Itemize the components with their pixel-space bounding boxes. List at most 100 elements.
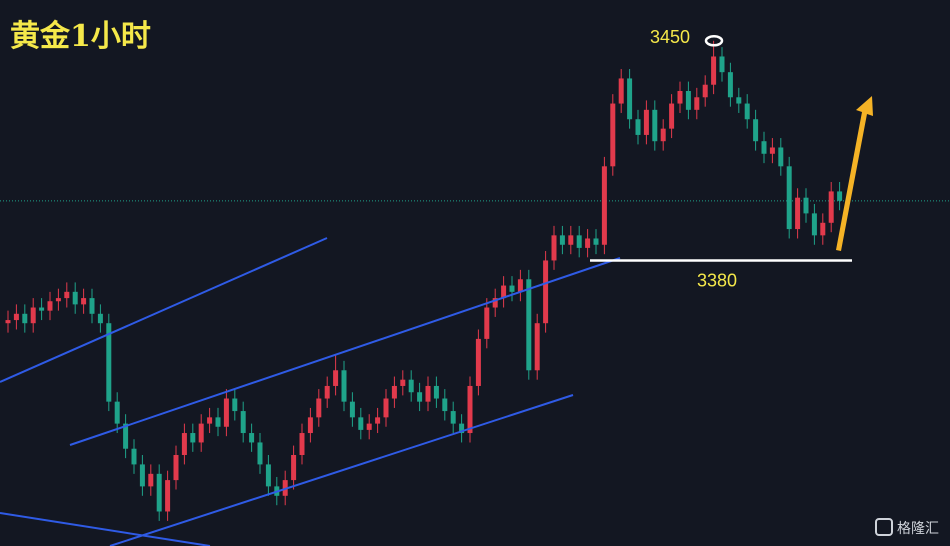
candle-body — [484, 307, 490, 339]
candle-body — [190, 433, 196, 443]
candle-body — [635, 119, 641, 135]
candle-body — [585, 238, 591, 248]
candle-body — [459, 423, 465, 434]
candles — [0, 40, 950, 521]
support-label: 3380 — [697, 270, 737, 290]
candle-body — [148, 473, 154, 487]
candle-body — [475, 338, 481, 386]
trend-line — [69, 257, 621, 446]
candle-body — [324, 385, 330, 399]
candle-body — [131, 448, 137, 465]
candle-body — [828, 191, 834, 223]
candle-body — [417, 392, 423, 402]
candle-body — [139, 464, 145, 487]
trend-lines — [0, 237, 621, 546]
candle-body — [30, 307, 36, 324]
candle-body — [526, 279, 532, 371]
candle-body — [568, 235, 574, 245]
candle-body — [753, 119, 759, 142]
peak-label: 3450 — [650, 27, 690, 47]
candle-body — [249, 433, 255, 443]
candle-body — [240, 411, 246, 434]
candle-body — [778, 147, 784, 167]
candle-body — [358, 417, 364, 430]
candle-body — [5, 320, 11, 324]
candle-body — [425, 385, 431, 402]
candle-body — [13, 313, 19, 321]
trend-line — [0, 512, 211, 546]
candle-body — [534, 323, 540, 371]
candle-body — [156, 473, 162, 512]
candle-body — [106, 323, 112, 402]
trend-line — [109, 394, 574, 546]
candle-body — [610, 103, 616, 167]
candle-body — [736, 97, 742, 104]
candle-body — [55, 298, 61, 302]
candle-body — [223, 398, 229, 427]
logo — [875, 518, 893, 536]
candle-body — [366, 423, 372, 430]
candle-body — [232, 398, 238, 412]
candle-body — [543, 260, 549, 324]
candle-body — [89, 298, 95, 314]
candle-body — [400, 379, 406, 386]
candle-body — [450, 411, 456, 424]
candle-body — [39, 307, 45, 311]
candle-body — [601, 166, 607, 245]
candle-body — [669, 103, 675, 129]
candle-body — [761, 141, 767, 154]
candle-body — [501, 285, 507, 299]
candle-body — [593, 238, 599, 245]
candle-body — [694, 97, 700, 110]
candle-body — [391, 385, 397, 399]
candle-body — [727, 72, 733, 98]
candle-body — [433, 385, 439, 399]
candle-body — [349, 401, 355, 418]
candle-body — [123, 423, 129, 449]
candle-body — [711, 56, 717, 85]
candle-body — [22, 313, 28, 324]
candle-body — [215, 417, 221, 427]
candle-body — [442, 398, 448, 412]
candle-body — [786, 166, 792, 230]
up-arrow — [836, 96, 873, 251]
candle-body — [509, 285, 515, 292]
candle-body — [383, 398, 389, 418]
candle-body — [375, 417, 381, 424]
candle-body — [97, 313, 103, 324]
candle-body — [559, 235, 565, 245]
candle-body — [820, 222, 826, 236]
candle-body — [173, 455, 179, 481]
candle-body — [307, 417, 313, 434]
candle-body — [333, 370, 339, 386]
candle-body — [837, 191, 843, 201]
candle-body — [803, 197, 809, 214]
candle-body — [467, 385, 473, 434]
candle-body — [811, 213, 817, 236]
candle-body — [64, 291, 70, 299]
candle-body — [702, 84, 708, 98]
watermark: 格隆汇 — [897, 521, 939, 537]
candle-body — [291, 455, 297, 481]
candle-body — [551, 235, 557, 261]
candle-body — [341, 370, 347, 402]
candle-body — [114, 401, 120, 424]
candle-body — [719, 56, 725, 73]
candle-body — [492, 298, 498, 308]
candle-body — [81, 298, 87, 305]
candle-body — [408, 379, 414, 393]
candle-body — [47, 301, 53, 311]
candle-body — [316, 398, 322, 418]
candle-body — [576, 235, 582, 248]
candle-body — [685, 91, 691, 110]
candle-body — [643, 109, 649, 135]
candle-body — [795, 197, 801, 230]
trend-line — [0, 237, 328, 383]
candle-body — [517, 279, 523, 292]
candle-body — [660, 128, 666, 142]
candle-body — [207, 417, 213, 424]
candle-body — [198, 423, 204, 443]
